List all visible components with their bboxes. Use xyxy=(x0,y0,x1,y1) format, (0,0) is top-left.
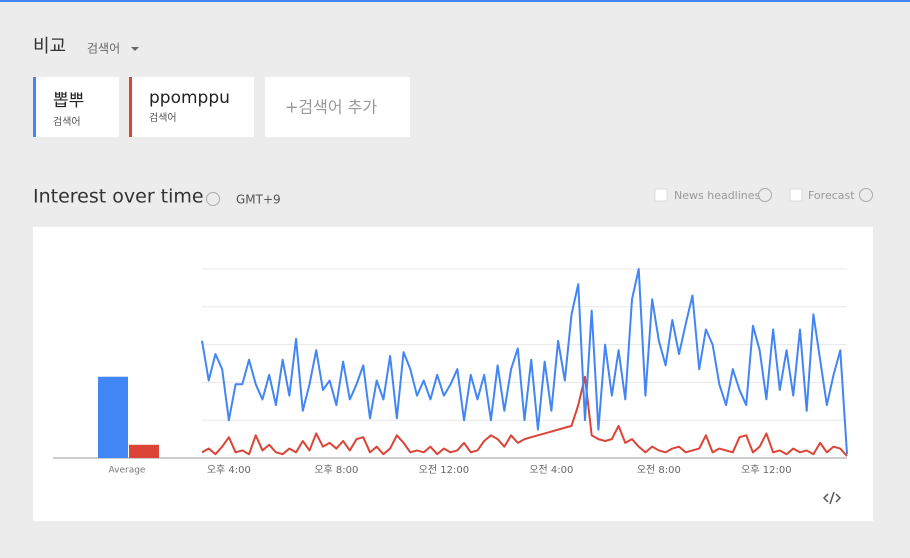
x-tick-label: 오후 4:00 xyxy=(207,464,251,476)
checkbox[interactable] xyxy=(789,188,803,202)
forecast[interactable]: Forecast xyxy=(808,189,855,202)
timezone: GMT+9 xyxy=(236,193,281,207)
help-icon[interactable] xyxy=(758,188,772,202)
term-color xyxy=(129,77,132,137)
x-tick-label: 오후 12:00 xyxy=(741,464,791,476)
checkbox[interactable] xyxy=(654,188,668,202)
term-kind: 검색어 xyxy=(53,116,81,128)
embed-icon[interactable] xyxy=(822,491,842,505)
section-title: Interest over time xyxy=(33,186,204,208)
term-name: 뽑뿌 xyxy=(53,91,84,111)
x-tick-label: 오전 8:00 xyxy=(637,464,681,476)
average-bar xyxy=(129,444,159,458)
news-headlines[interactable]: News headlines xyxy=(674,189,761,202)
trend-line xyxy=(201,268,848,455)
add-term[interactable]: +검색어 추가 xyxy=(285,98,377,117)
help-icon[interactable] xyxy=(206,192,220,206)
term-name: ppomppu xyxy=(149,88,230,108)
chart-card xyxy=(33,227,873,521)
x-tick-label: 오후 8:00 xyxy=(314,464,358,476)
top-bar xyxy=(0,0,910,2)
help-icon[interactable] xyxy=(859,188,873,202)
term-card[interactable] xyxy=(33,77,119,137)
term-color xyxy=(33,77,36,137)
x-tick-label: 오전 12:00 xyxy=(419,464,469,476)
average-bar xyxy=(98,376,128,458)
add-term-card[interactable] xyxy=(265,77,410,137)
plot: 오후 4:00 오후 8:00 오전 12:00 오전 4:00 오전 8:00 오후 1… xyxy=(53,268,848,476)
trend-line xyxy=(201,375,848,457)
dropdown-arrow[interactable] xyxy=(131,47,139,51)
average-label: Average xyxy=(109,466,146,476)
x-tick-label: 오전 4:00 xyxy=(529,464,573,476)
dropdown[interactable]: 검색어 xyxy=(87,42,120,56)
term-card[interactable] xyxy=(129,77,254,137)
compare-title: 비교 xyxy=(33,36,66,57)
term-kind: 검색어 xyxy=(149,112,177,124)
